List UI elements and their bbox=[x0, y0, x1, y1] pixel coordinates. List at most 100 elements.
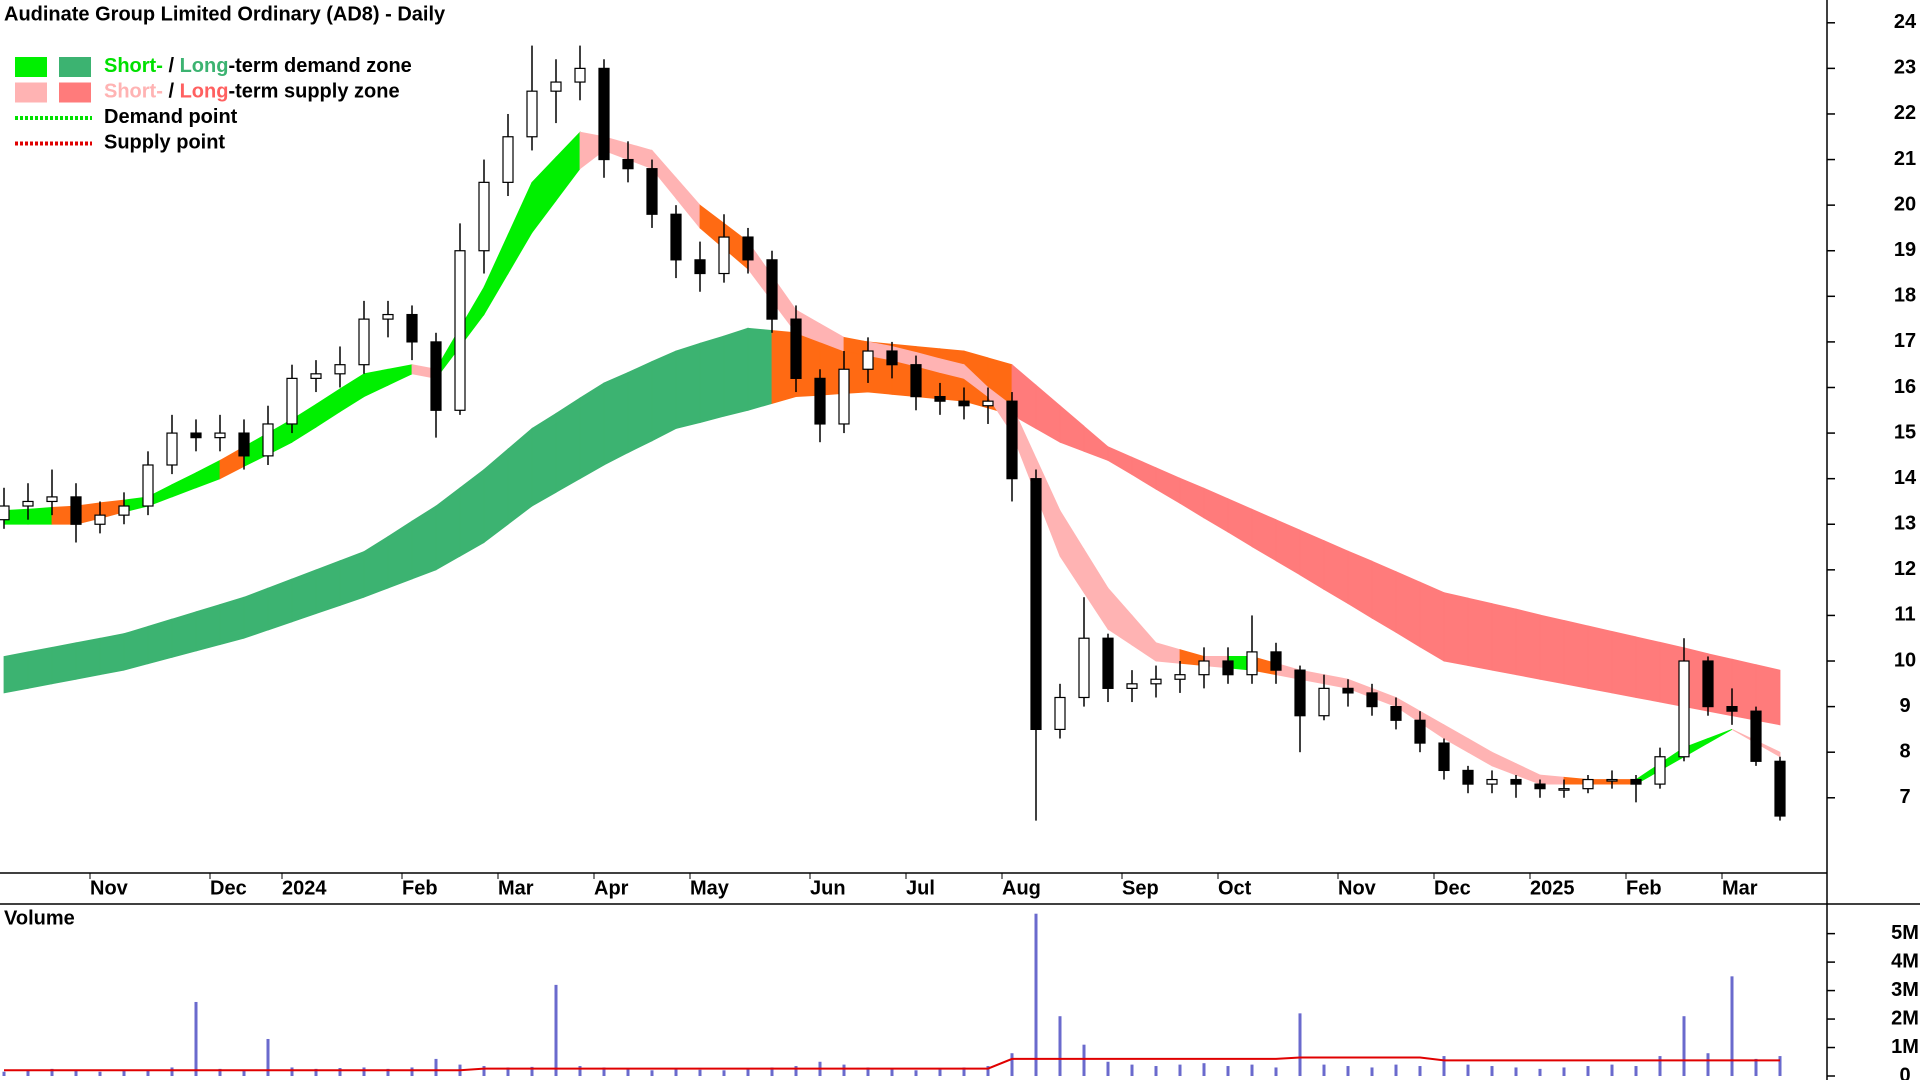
legend-swatch bbox=[59, 57, 91, 77]
short-term-zone-segment bbox=[1107, 587, 1133, 646]
long-term-zone-segment bbox=[1179, 477, 1205, 519]
candle-body bbox=[1102, 637, 1114, 689]
long-term-zone-segment bbox=[723, 327, 749, 417]
volume-bar bbox=[578, 1066, 582, 1076]
candle-body bbox=[238, 432, 250, 457]
short-term-zone-segment bbox=[363, 368, 389, 398]
volume-bar bbox=[1010, 1053, 1014, 1076]
volume-bar bbox=[266, 1038, 270, 1076]
long-term-zone-segment bbox=[603, 371, 629, 466]
volume-bars bbox=[2, 913, 1782, 1076]
y-tick-label: 24 bbox=[1894, 11, 1917, 33]
volume-bar bbox=[746, 1068, 750, 1076]
volume-tick-label: 1M bbox=[1891, 1036, 1919, 1058]
long-term-zone-segment bbox=[99, 633, 125, 676]
candle-body bbox=[22, 500, 34, 507]
candle-body bbox=[1774, 760, 1786, 817]
x-tick-label: Apr bbox=[594, 877, 629, 899]
volume-bar bbox=[146, 1069, 150, 1076]
volume-bar bbox=[626, 1068, 630, 1076]
candle-body bbox=[1678, 660, 1690, 758]
candle-body bbox=[1174, 674, 1186, 680]
legend-label: Short- / Long-term supply zone bbox=[104, 81, 400, 103]
candle-body bbox=[1390, 706, 1402, 721]
long-term-zone-segment bbox=[1467, 597, 1493, 671]
x-tick-label: 2025 bbox=[1530, 877, 1575, 899]
candle-body bbox=[1630, 778, 1642, 785]
candle-body bbox=[1030, 478, 1042, 730]
candle-body bbox=[502, 136, 514, 183]
candle-body bbox=[334, 364, 346, 375]
volume-bar bbox=[1730, 976, 1734, 1076]
volume-bar bbox=[602, 1067, 606, 1076]
long-term-zone-segment bbox=[651, 350, 677, 442]
candle-body bbox=[190, 432, 202, 439]
volume-bar bbox=[1298, 1013, 1302, 1076]
long-term-zone-segment bbox=[291, 569, 317, 623]
short-term-zone-segment bbox=[1491, 751, 1517, 776]
x-tick-label: Mar bbox=[498, 877, 534, 899]
long-term-zone-segment bbox=[1539, 614, 1565, 685]
volume-bar bbox=[1178, 1064, 1182, 1076]
candle-body bbox=[1702, 660, 1714, 708]
volume-bar bbox=[770, 1067, 774, 1076]
long-term-zone-segment bbox=[339, 551, 365, 606]
short-term-zone-segment bbox=[1131, 614, 1157, 662]
candle-body bbox=[670, 213, 682, 261]
long-term-zone-segment bbox=[363, 535, 389, 598]
volume-tick-label: 2M bbox=[1891, 1007, 1919, 1029]
volume-bar bbox=[386, 1068, 390, 1076]
candle-body bbox=[1342, 687, 1354, 694]
candle-body bbox=[1462, 769, 1474, 785]
long-term-zone-segment bbox=[1755, 664, 1781, 726]
legend-label-part: -term supply zone bbox=[228, 81, 399, 103]
candle-body bbox=[406, 313, 418, 343]
y-tick-label: 16 bbox=[1894, 376, 1916, 398]
y-tick-label: 10 bbox=[1894, 649, 1916, 671]
long-term-zone-segment bbox=[1227, 498, 1253, 548]
y-tick-label: 7 bbox=[1899, 786, 1910, 808]
x-tick-label: May bbox=[690, 877, 730, 899]
short-term-zone-segment bbox=[507, 182, 533, 276]
volume-bar bbox=[890, 1068, 894, 1076]
volume-bar bbox=[1706, 1053, 1710, 1076]
volume-bar bbox=[1250, 1064, 1254, 1076]
volume-bar bbox=[1226, 1066, 1230, 1076]
volume-bar bbox=[482, 1066, 486, 1076]
volume-bar bbox=[1322, 1064, 1326, 1076]
volume-tick-label: 0 bbox=[1899, 1064, 1910, 1080]
candle-body bbox=[1726, 706, 1738, 712]
long-term-zone-segment bbox=[219, 596, 245, 646]
volume-bar bbox=[1418, 1066, 1422, 1076]
volume-bar bbox=[914, 1070, 918, 1076]
long-term-zone-segment bbox=[171, 611, 197, 658]
candle-body bbox=[478, 181, 490, 252]
x-tick-label: Nov bbox=[1338, 877, 1377, 899]
candle-body bbox=[94, 514, 106, 525]
short-term-zone-segment bbox=[1083, 547, 1109, 631]
volume-bar bbox=[1394, 1064, 1398, 1076]
volume-bar bbox=[1346, 1066, 1350, 1076]
long-term-zone-segment bbox=[1419, 581, 1445, 662]
long-term-zone-segment bbox=[747, 327, 773, 411]
long-term-zone-segment bbox=[411, 505, 437, 580]
long-term-zone-segment bbox=[3, 651, 29, 694]
legend-label: Demand point bbox=[104, 106, 238, 128]
candle-body bbox=[1006, 400, 1018, 480]
long-term-zone-segment bbox=[1059, 404, 1085, 452]
short-term-zone-segment bbox=[1707, 729, 1733, 744]
long-term-zone-segment bbox=[315, 560, 341, 615]
long-term-zone-segment bbox=[435, 486, 461, 571]
chart-title: Audinate Group Limited Ordinary (AD8) - … bbox=[4, 3, 446, 25]
candle-body bbox=[718, 236, 730, 275]
zones bbox=[3, 131, 1781, 785]
volume-bar bbox=[218, 1068, 222, 1076]
candle-body bbox=[454, 250, 466, 411]
y-tick-label: 23 bbox=[1894, 57, 1916, 79]
volume-bar bbox=[1778, 1056, 1782, 1076]
long-term-zone-segment bbox=[1083, 425, 1109, 462]
long-term-zone-segment bbox=[1347, 550, 1373, 619]
volume-bar bbox=[986, 1066, 990, 1076]
x-tick-label: Mar bbox=[1722, 877, 1758, 899]
